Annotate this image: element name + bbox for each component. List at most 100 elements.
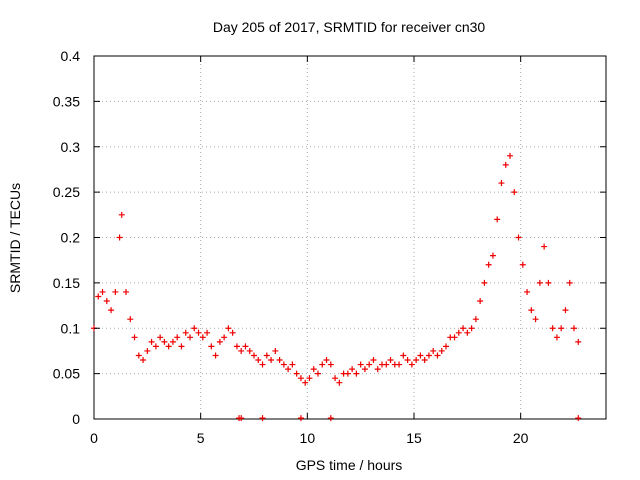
data-point (464, 329, 471, 336)
y-tick-label: 0.1 (61, 320, 81, 336)
data-point (344, 370, 351, 377)
data-point (263, 352, 270, 359)
data-point (430, 347, 437, 354)
data-point (541, 243, 548, 250)
data-point (285, 366, 292, 373)
y-tick-label: 0.3 (61, 139, 81, 155)
data-point (477, 298, 484, 305)
data-point (259, 415, 266, 422)
data-point (135, 352, 142, 359)
data-point (413, 357, 420, 364)
data-point (425, 352, 432, 359)
data-point (481, 279, 488, 286)
data-point (229, 329, 236, 336)
data-point (116, 234, 123, 241)
data-point (225, 325, 232, 332)
data-point (208, 343, 215, 350)
data-point (353, 370, 360, 377)
y-tick-label: 0.2 (61, 230, 81, 246)
x-tick-label: 5 (197, 430, 205, 446)
x-tick-label: 20 (513, 430, 529, 446)
data-point (494, 216, 501, 223)
data-point (515, 234, 522, 241)
data-point (212, 352, 219, 359)
data-point (549, 325, 556, 332)
data-point (204, 329, 211, 336)
x-tick-label: 0 (90, 430, 98, 446)
data-point (319, 361, 326, 368)
data-point (238, 415, 245, 422)
data-point (276, 357, 283, 364)
data-point (157, 334, 164, 341)
data-point (421, 357, 428, 364)
data-point (545, 279, 552, 286)
data-point (238, 347, 245, 354)
data-point (438, 347, 445, 354)
data-point (528, 307, 535, 314)
data-point (187, 334, 193, 341)
data-point (255, 357, 262, 364)
axis-ticks: 0 0.05 0.1 0.15 0.2 0.25 0.3 0.35 0.4 0 5 10 15 20 (53, 48, 606, 446)
y-tick-label: 0.35 (53, 93, 80, 109)
x-tick-label: 15 (406, 430, 422, 446)
data-point (310, 366, 317, 373)
data-point (566, 279, 573, 286)
data-point (302, 379, 309, 386)
data-point (108, 307, 115, 314)
data-point (195, 329, 202, 336)
data-point (404, 357, 411, 364)
data-point (524, 288, 531, 295)
data-point (95, 293, 102, 300)
data-point (575, 415, 582, 422)
data-point (336, 379, 343, 386)
data-point (498, 180, 505, 187)
data-point (169, 338, 176, 345)
data-point (361, 366, 368, 373)
data-point (366, 361, 373, 368)
data-point (272, 347, 279, 354)
data-point (216, 338, 223, 345)
y-axis-label: SRMTID / TECUs (7, 183, 23, 293)
y-tick-label: 0.25 (53, 184, 80, 200)
data-point (408, 361, 415, 368)
data-point (297, 375, 304, 382)
data-point (357, 361, 364, 368)
data-point (532, 316, 539, 323)
data-point (349, 366, 356, 373)
scatter-points (91, 152, 582, 422)
data-point (489, 252, 496, 259)
data-point (199, 334, 206, 341)
y-tick-label: 0.4 (61, 48, 81, 64)
data-point (246, 347, 253, 354)
data-point (472, 316, 479, 323)
x-tick-label: 10 (300, 430, 316, 446)
data-point (323, 357, 330, 364)
data-point (315, 370, 321, 377)
y-tick-label: 0.05 (53, 366, 80, 382)
data-point (558, 325, 565, 332)
data-point (280, 361, 287, 368)
data-point (562, 307, 569, 314)
data-point (152, 343, 159, 350)
data-point (434, 352, 441, 359)
data-point (118, 211, 125, 218)
data-point (131, 334, 138, 341)
data-point (259, 361, 266, 368)
data-point (221, 334, 228, 341)
data-point (327, 415, 334, 422)
data-point (127, 316, 134, 323)
data-point (571, 325, 577, 332)
data-point (297, 415, 304, 422)
data-point (460, 325, 467, 332)
data-point (99, 288, 106, 295)
data-point (511, 189, 518, 196)
data-point (112, 288, 119, 295)
data-point (370, 357, 377, 364)
data-point (327, 361, 334, 368)
data-point (455, 329, 462, 336)
data-point (148, 338, 155, 345)
data-point (178, 343, 185, 350)
data-point (233, 343, 240, 350)
data-point (519, 261, 526, 268)
